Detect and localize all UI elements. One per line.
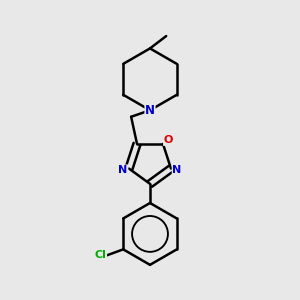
Text: N: N — [118, 165, 128, 175]
Text: Cl: Cl — [94, 250, 106, 260]
Text: N: N — [145, 104, 155, 117]
Text: O: O — [164, 135, 173, 146]
Text: N: N — [172, 165, 182, 175]
